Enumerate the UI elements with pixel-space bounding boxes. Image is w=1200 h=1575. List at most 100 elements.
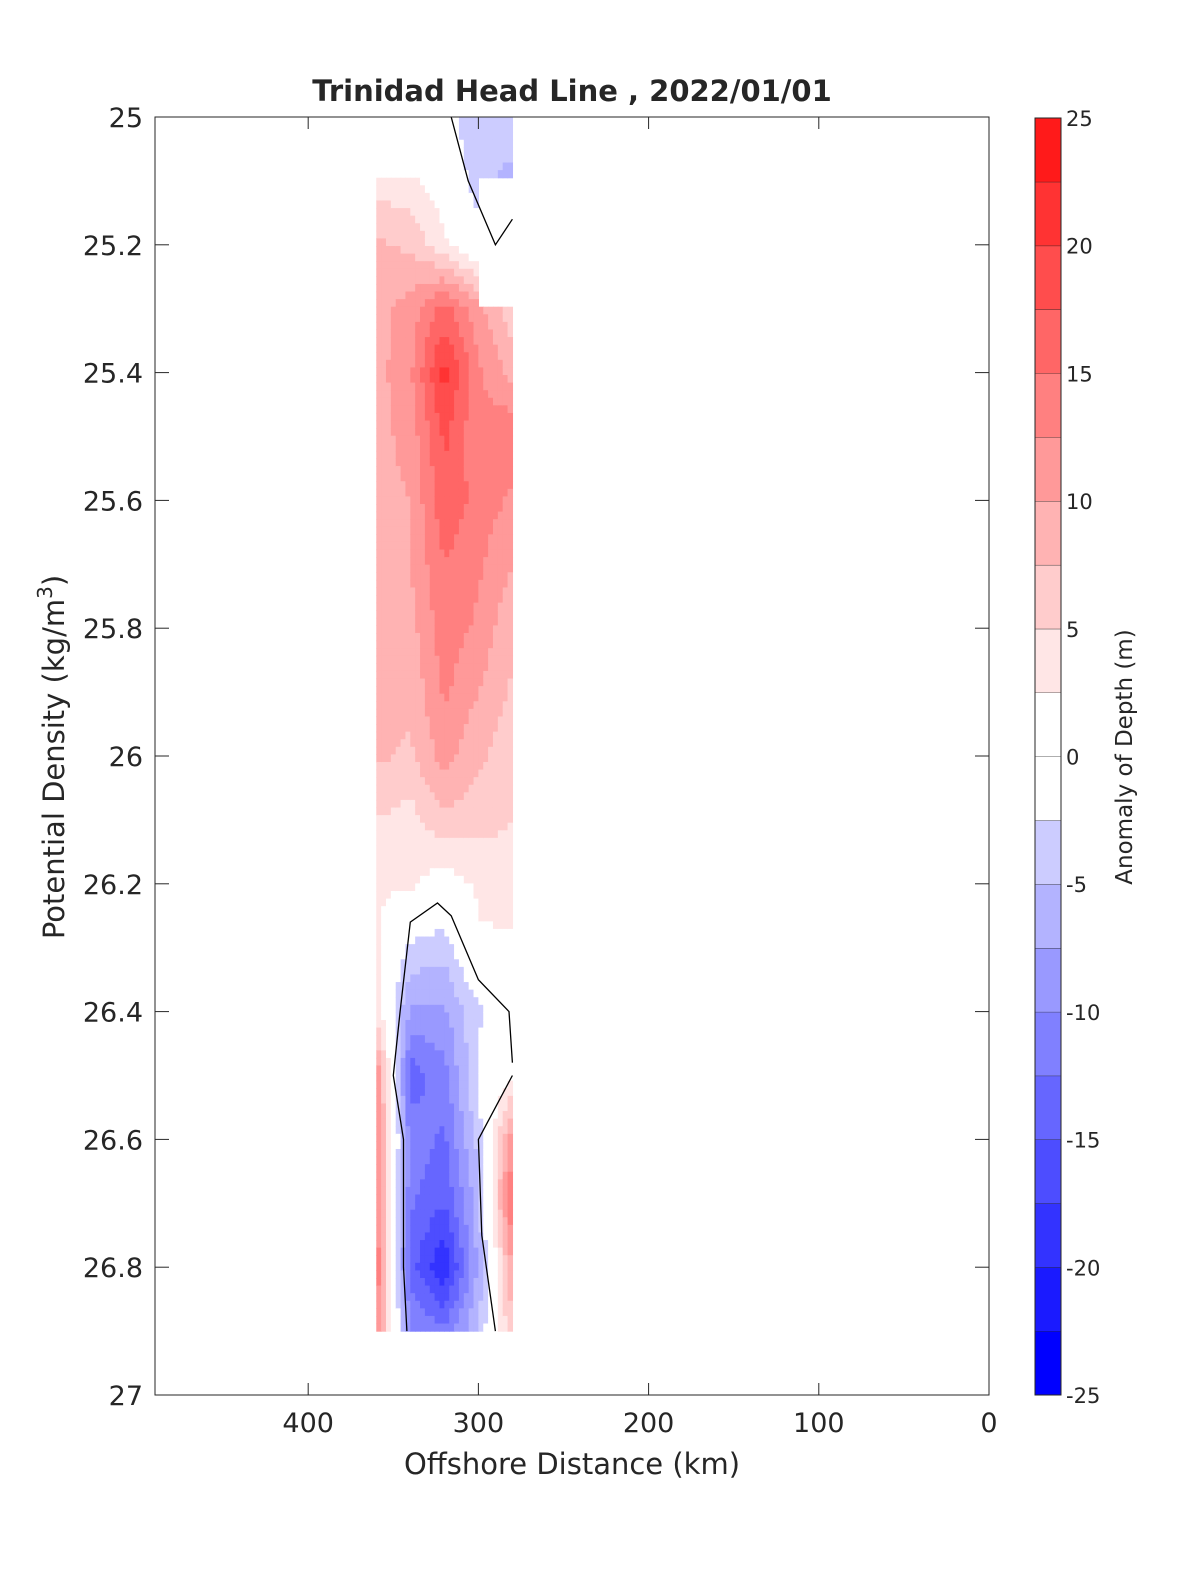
contour-cell (492, 564, 499, 573)
contour-cell (429, 511, 436, 520)
contour-cell (439, 405, 445, 414)
contour-cell (468, 261, 475, 270)
contour-cell (439, 299, 445, 308)
contour-cell (488, 420, 494, 429)
contour-cell (439, 1171, 445, 1180)
y-tick-label: 26.2 (83, 870, 143, 901)
contour-cell (463, 230, 470, 240)
contour-cell (439, 982, 445, 991)
contour-cell (444, 1179, 450, 1188)
contour-cell (429, 807, 436, 816)
contour-cell (424, 1057, 431, 1067)
contour-cell (454, 238, 460, 247)
contour-cell (478, 739, 484, 748)
contour-cell (415, 982, 421, 991)
contour-cell (376, 944, 382, 953)
contour-cell (390, 443, 397, 452)
contour-cell (463, 739, 470, 748)
contour-cell (439, 966, 445, 976)
contour-cell (424, 1262, 431, 1271)
contour-cell (468, 663, 475, 672)
contour-cell (376, 951, 382, 960)
contour-cell (376, 1057, 382, 1067)
contour-cell (458, 261, 465, 270)
contour-cell (488, 1247, 494, 1256)
contour-cell (502, 1065, 509, 1074)
contour-cell (390, 1156, 397, 1165)
contour-cell (458, 268, 465, 277)
contour-cell (415, 746, 421, 755)
contour-cell (444, 595, 450, 604)
contour-cell (424, 921, 431, 930)
contour-cell (449, 655, 455, 664)
contour-cell (444, 1004, 450, 1013)
contour-cell (444, 253, 450, 262)
contour-cell (415, 1065, 421, 1074)
contour-cell (483, 1004, 489, 1013)
contour-cell (497, 1050, 504, 1059)
contour-cell (381, 572, 387, 581)
contour-cell (390, 1004, 397, 1013)
y-tick-label: 26.8 (83, 1253, 143, 1284)
contour-cell (497, 572, 504, 581)
contour-cell (483, 375, 489, 384)
contour-cell (463, 868, 470, 877)
contour-cell (458, 890, 465, 900)
contour-cell (444, 1171, 450, 1180)
contour-cell (395, 572, 402, 581)
contour-cell (429, 390, 436, 399)
contour-cell (468, 928, 475, 938)
contour-cell (458, 139, 465, 148)
contour-cell (429, 503, 436, 513)
contour-cell (410, 246, 416, 255)
contour-cell (400, 534, 407, 543)
contour-cell (415, 200, 421, 209)
contour-cell (385, 238, 392, 247)
contour-cell (420, 458, 426, 467)
contour-cell (463, 488, 470, 498)
contour-cell (502, 875, 509, 884)
contour-cell (400, 511, 407, 520)
contour-cell (376, 799, 382, 809)
contour-cell (497, 496, 504, 505)
contour-cell (415, 276, 421, 285)
contour-cell (434, 648, 441, 657)
contour-cell (473, 428, 479, 437)
contour-cell (381, 375, 387, 384)
contour-cell (478, 928, 484, 938)
contour-cell (395, 321, 402, 331)
contour-cell (390, 428, 397, 437)
contour-cell (424, 488, 431, 498)
contour-cell (434, 989, 441, 998)
contour-cell (405, 344, 411, 353)
contour-cell (424, 761, 431, 771)
contour-cell (492, 1262, 499, 1271)
contour-cell (405, 693, 411, 702)
contour-cell (400, 1035, 407, 1044)
contour-cell (468, 147, 475, 156)
contour-cell (492, 610, 499, 619)
contour-cell (410, 632, 416, 642)
contour-cell (458, 412, 465, 422)
contour-cell (454, 473, 460, 482)
contour-cell (429, 1073, 436, 1082)
contour-cell (439, 534, 445, 543)
contour-cell (458, 1262, 465, 1271)
contour-cell (492, 875, 499, 884)
contour-cell (444, 830, 450, 839)
contour-cell (458, 1019, 465, 1029)
contour-cell (502, 579, 509, 589)
contour-cell (458, 1255, 465, 1264)
contour-cell (415, 693, 421, 702)
contour-cell (488, 625, 494, 634)
contour-cell (434, 815, 441, 824)
contour-cell (507, 337, 514, 346)
contour-cell (420, 215, 426, 224)
contour-cell (385, 1088, 392, 1097)
contour-cell (468, 837, 475, 847)
contour-cell (385, 1202, 392, 1211)
contour-cell (478, 716, 484, 725)
contour-cell (458, 1027, 465, 1036)
contour-cell (410, 268, 416, 277)
contour-cell (463, 1240, 470, 1249)
